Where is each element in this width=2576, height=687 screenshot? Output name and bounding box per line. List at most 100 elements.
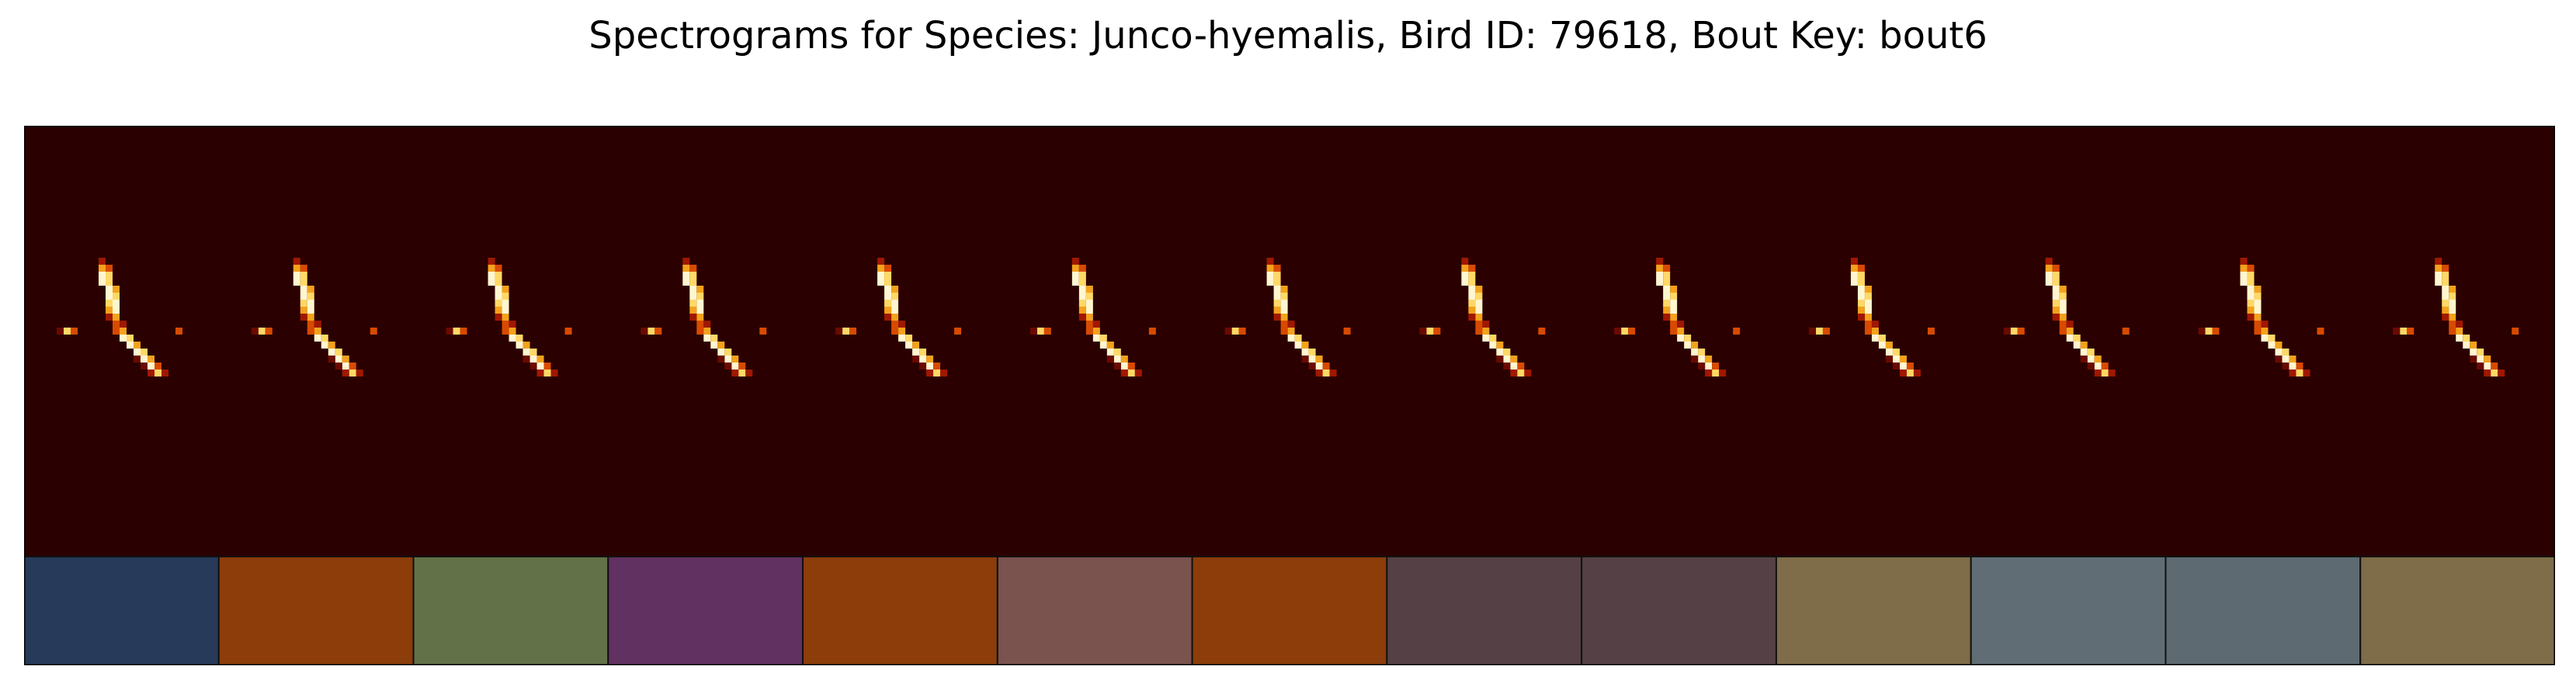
spectrogram-pixel bbox=[1078, 314, 1086, 321]
spectrogram-pixel bbox=[1036, 328, 1044, 335]
spectrogram-pixel bbox=[1913, 370, 1921, 376]
spectrogram-pixel bbox=[2052, 286, 2060, 293]
spectrogram-pixel bbox=[2289, 356, 2297, 363]
spectrogram-pixel bbox=[453, 328, 460, 335]
spectrogram-pixel bbox=[1120, 356, 1128, 363]
spectrogram-pixel bbox=[328, 356, 335, 363]
spectrogram-pixel bbox=[154, 370, 161, 376]
spectrogram-pixel bbox=[148, 370, 154, 376]
spectrogram-pixel bbox=[1426, 328, 1434, 335]
spectrogram-pixel bbox=[1857, 272, 1865, 279]
spectrogram-pixel bbox=[2122, 328, 2130, 335]
spectrogram-pixel bbox=[1085, 321, 1093, 328]
spectrogram-pixel bbox=[1691, 342, 1699, 349]
spectrogram-pixel bbox=[1106, 342, 1114, 349]
spectrogram-pixel bbox=[1322, 363, 1330, 370]
spectrogram-pixel bbox=[2059, 321, 2067, 328]
spectrogram-pixel bbox=[1864, 300, 1872, 307]
spectrogram-pixel bbox=[724, 356, 732, 363]
spectrogram-pixel bbox=[1085, 293, 1093, 300]
spectrogram-pixel bbox=[1106, 356, 1114, 363]
spectrogram-pixel bbox=[113, 286, 120, 293]
spectrogram-pixel bbox=[696, 321, 704, 328]
spectrogram-pixel bbox=[300, 286, 307, 293]
spectrogram-pixel bbox=[696, 293, 704, 300]
spectrogram-pixel bbox=[891, 328, 899, 335]
spectrogram-pixel bbox=[2477, 356, 2484, 363]
spectrogram-pixel bbox=[1482, 335, 1490, 342]
spectrogram-pixel bbox=[1885, 349, 1893, 356]
spectrogram-pixel bbox=[1857, 314, 1865, 321]
spectrogram-pixel bbox=[689, 314, 697, 321]
spectrogram-pixel bbox=[460, 328, 467, 335]
spectrogram-pixel bbox=[1850, 272, 1858, 279]
spectrogram-pixel bbox=[1280, 307, 1288, 314]
spectrogram-pixel bbox=[2059, 286, 2067, 293]
spectrogram-pixel bbox=[2059, 300, 2067, 307]
spectrogram-pixel bbox=[1078, 265, 1086, 272]
spectrogram-pixel bbox=[689, 286, 697, 293]
spectrogram-pixel bbox=[703, 335, 711, 342]
spectrogram-pixel bbox=[1691, 356, 1699, 363]
spectrogram-pixel bbox=[495, 293, 502, 300]
spectrogram-pixel bbox=[891, 321, 899, 328]
spectrogram-pixel bbox=[1280, 293, 1288, 300]
spectrogram-pixel bbox=[1906, 363, 1914, 370]
spectrogram-pixel bbox=[1864, 328, 1872, 335]
spectrogram-pixel bbox=[1482, 328, 1490, 335]
spectrogram-pixel bbox=[356, 370, 363, 376]
spectrogram-pixel bbox=[1878, 342, 1886, 349]
spectrogram-pixel bbox=[113, 328, 120, 335]
spectrogram-pixel bbox=[1120, 370, 1128, 376]
segment-block-9 bbox=[1581, 556, 1777, 665]
spectrogram-pixel bbox=[495, 265, 502, 272]
spectrogram-pixel bbox=[689, 300, 697, 307]
spectrogram-pixel bbox=[1670, 286, 1678, 293]
spectrogram-pixel bbox=[1329, 370, 1337, 376]
spectrogram-pixel bbox=[293, 265, 300, 272]
spectrogram-pixel bbox=[1677, 335, 1685, 342]
syllable-4 bbox=[641, 258, 767, 376]
spectrogram-pixel bbox=[2463, 342, 2470, 349]
segment-bar bbox=[24, 556, 2555, 665]
spectrogram-pixel bbox=[502, 328, 509, 335]
spectrogram-pixel bbox=[2296, 370, 2303, 376]
spectrogram-pixel bbox=[536, 370, 544, 376]
spectrogram-pixel bbox=[148, 363, 154, 370]
spectrogram-pixel bbox=[1878, 335, 1886, 342]
spectrogram-pixel bbox=[689, 272, 697, 279]
spectrogram-pixel bbox=[1885, 342, 1893, 349]
spectrogram-pixel bbox=[1280, 314, 1288, 321]
spectrogram-pixel bbox=[307, 321, 314, 328]
spectrogram-pixel bbox=[717, 349, 725, 356]
spectrogram-pixel bbox=[2073, 335, 2081, 342]
spectrogram-pixel bbox=[696, 300, 704, 307]
spectrogram-pixel bbox=[2101, 370, 2109, 376]
spectrogram-pixel bbox=[891, 314, 899, 321]
spectrogram-pixel bbox=[113, 314, 120, 321]
segment-block-7 bbox=[1191, 556, 1388, 665]
spectrogram-pixel bbox=[1071, 258, 1079, 265]
spectrogram-pixel bbox=[2240, 265, 2248, 272]
spectrogram-pixel bbox=[1113, 356, 1121, 363]
spectrogram-pixel bbox=[2254, 314, 2262, 321]
spectrogram-pixel bbox=[1850, 279, 1858, 286]
spectrogram-pixel bbox=[912, 349, 920, 356]
spectrogram-pixel bbox=[258, 328, 266, 335]
spectrogram-pixel bbox=[1496, 356, 1504, 363]
spectrogram-pixel bbox=[1857, 300, 1865, 307]
spectrogram-pixel bbox=[2247, 300, 2255, 307]
spectrogram-pixel bbox=[1815, 328, 1823, 335]
spectrogram-pixel bbox=[1684, 342, 1692, 349]
spectrogram-pixel bbox=[502, 321, 509, 328]
spectrogram-pixel bbox=[307, 307, 314, 314]
spectrogram-pixel bbox=[682, 279, 690, 286]
spectrogram-pixel bbox=[1663, 265, 1671, 272]
spectrogram-pixel bbox=[1670, 321, 1678, 328]
spectrogram-pixel bbox=[724, 349, 732, 356]
spectrogram-pixel bbox=[141, 356, 148, 363]
syllable-layer bbox=[57, 258, 2519, 376]
spectrogram-pixel bbox=[1475, 314, 1483, 321]
spectrogram-pixel bbox=[1698, 363, 1706, 370]
spectrogram-pixel bbox=[724, 363, 732, 370]
